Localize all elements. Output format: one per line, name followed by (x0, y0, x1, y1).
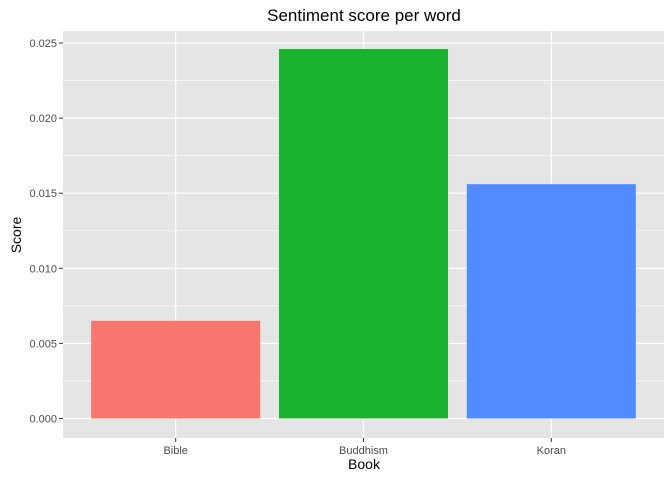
y-tick-label: 0.000 (29, 413, 57, 425)
x-tick-label: Koran (537, 445, 566, 457)
x-axis: Bible Buddhism Koran (163, 438, 566, 457)
y-axis: 0.000 0.005 0.010 0.015 0.020 0.025 (29, 38, 63, 425)
bar-bible (91, 320, 261, 419)
y-tick-label: 0.025 (29, 38, 57, 50)
y-tick-label: 0.010 (29, 263, 57, 275)
x-tick-label: Buddhism (339, 445, 388, 457)
bar-koran (466, 184, 636, 419)
y-tick-label: 0.015 (29, 188, 57, 200)
bar-buddhism (278, 49, 449, 419)
y-axis-title: Score (8, 217, 24, 254)
chart-title: Sentiment score per word (267, 6, 461, 25)
y-tick-label: 0.020 (29, 113, 57, 125)
x-axis-title: Book (348, 456, 381, 472)
y-tick-label: 0.005 (29, 338, 57, 350)
bars (91, 49, 636, 419)
x-tick-label: Bible (163, 445, 187, 457)
